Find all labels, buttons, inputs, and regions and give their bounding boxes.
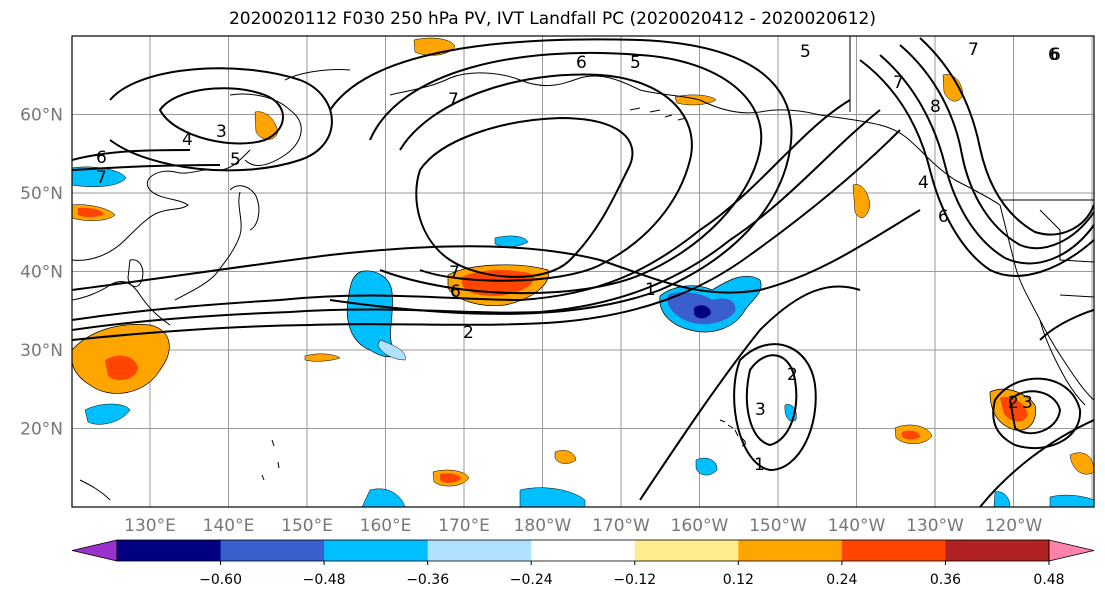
contour-label: 6 xyxy=(1048,45,1059,65)
colorbar-segment xyxy=(427,540,532,561)
colorbar-label: −0.36 xyxy=(406,572,449,588)
contour-label: 6 xyxy=(96,148,107,168)
longitude-label: 180°W xyxy=(514,516,572,536)
latitude-label: 20°N xyxy=(20,420,63,440)
contour-label: 4 xyxy=(918,173,929,193)
colorbar-label: −0.24 xyxy=(510,572,553,588)
colorbar-segment xyxy=(324,540,429,561)
map-panel: 3 4 5 6 7 6 5 6 7 7 6 2 1 3 2 1 5 7 8 4 … xyxy=(72,36,1094,507)
contour-label: 7 xyxy=(893,73,904,93)
colorbar-segment xyxy=(841,540,946,561)
contour-label: 4 xyxy=(182,130,193,150)
shade-positive-area xyxy=(304,353,341,362)
contour-label: 6 xyxy=(938,207,949,227)
ivt-shading xyxy=(72,37,1094,507)
colorbar-segment xyxy=(945,540,1050,561)
contour-label: 2 xyxy=(463,323,474,343)
longitude-label: 140°W xyxy=(828,516,886,536)
contour-label: 7 xyxy=(448,90,459,110)
contour-label: 2 xyxy=(787,365,798,385)
longitude-label: 160°E xyxy=(360,516,412,536)
longitude-label: 150°E xyxy=(281,516,333,536)
colorbar-frame xyxy=(116,539,1050,562)
contour-label: 6 xyxy=(576,53,587,73)
colorbar-label: −0.48 xyxy=(303,572,346,588)
shade-negative-area xyxy=(84,403,131,425)
colorbar-label: 0.36 xyxy=(930,572,961,588)
colorbar-extend-high xyxy=(1048,539,1095,562)
contour-label: 5 xyxy=(230,150,241,170)
colorbar-segment xyxy=(220,540,325,561)
colorbar-extend-low xyxy=(71,539,118,562)
shade-strong-positive-area xyxy=(902,430,920,440)
longitude-label: 140°E xyxy=(203,516,255,536)
shade-negative-area xyxy=(695,457,718,476)
contour-label: 6 xyxy=(1050,45,1061,65)
longitude-label: 130°E xyxy=(124,516,176,536)
colorbar xyxy=(71,539,1095,562)
colorbar-label: −0.60 xyxy=(199,572,242,588)
colorbar-segment xyxy=(117,540,222,561)
contour-label: 6 xyxy=(450,282,461,302)
longitude-label: 170°W xyxy=(592,516,650,536)
shade-positive-area xyxy=(554,450,577,464)
contour-label: 2 xyxy=(1008,393,1019,413)
shade-strong-positive-area xyxy=(1000,396,1028,422)
shade-strong-positive-area xyxy=(78,207,104,218)
pv-contours xyxy=(72,37,1094,507)
contour-label: 3 xyxy=(216,122,227,142)
longitude-label: 130°W xyxy=(906,516,964,536)
colorbar-label: 0.48 xyxy=(1033,572,1064,588)
colorbar-segment xyxy=(738,540,843,561)
map-title: 2020020112 F030 250 hPa PV, IVT Landfall… xyxy=(228,9,876,29)
latitude-label: 60°N xyxy=(20,106,63,126)
shade-negative-area xyxy=(1049,494,1094,507)
colorbar-labels: −0.60 −0.48 −0.36 −0.24 −0.12 0.12 0.24 0.36 0.4… xyxy=(199,561,1065,588)
latitude-label: 30°N xyxy=(20,341,63,361)
shade-negative-area xyxy=(993,491,1011,507)
contour-label: 8 xyxy=(930,97,941,117)
shade-positive-area xyxy=(1069,452,1094,475)
shade-weak-negative-area xyxy=(377,339,406,361)
shade-positive-area xyxy=(254,111,279,140)
shade-negative-area xyxy=(494,235,529,247)
longitude-labels: 130°E 140°E 150°E 160°E 170°E 180°W 170°W 160°W… xyxy=(124,516,1042,536)
contour-label: 5 xyxy=(800,42,811,62)
shade-negative-area xyxy=(519,487,586,507)
colorbar-label: 0.24 xyxy=(826,572,857,588)
shade-strong-negative-area xyxy=(694,305,711,319)
latitude-label: 50°N xyxy=(20,184,63,204)
contour-label: 5 xyxy=(630,53,641,73)
longitude-label: 160°W xyxy=(671,516,729,536)
latitude-label: 40°N xyxy=(20,263,63,283)
contour-label: 1 xyxy=(754,455,765,475)
map-frame xyxy=(71,35,1095,508)
contour-label: 7 xyxy=(968,40,979,60)
contour-label: 3 xyxy=(1022,393,1033,413)
colorbar-segment xyxy=(634,540,739,561)
contour-label: 7 xyxy=(449,263,460,283)
shade-strong-positive-area xyxy=(440,473,461,483)
latitude-labels: 60°N 50°N 40°N 30°N 20°N xyxy=(20,106,63,440)
colorbar-label: 0.12 xyxy=(723,572,754,588)
contour-label: 7 xyxy=(96,168,107,188)
longitude-label: 170°E xyxy=(438,516,490,536)
shade-positive-area xyxy=(852,184,871,218)
longitude-label: 120°W xyxy=(985,516,1043,536)
colorbar-segment xyxy=(531,540,636,561)
contour-labels: 3 4 5 6 7 6 5 6 7 7 6 2 1 3 2 1 5 7 8 4 … xyxy=(96,40,1061,475)
shade-strong-positive-area xyxy=(105,355,138,381)
shade-negative-area xyxy=(361,488,406,507)
contour-label: 1 xyxy=(645,280,656,300)
colorbar-label: −0.12 xyxy=(613,572,656,588)
longitude-label: 150°W xyxy=(749,516,807,536)
contour-label: 3 xyxy=(755,400,766,420)
shade-negative-area xyxy=(72,166,127,187)
